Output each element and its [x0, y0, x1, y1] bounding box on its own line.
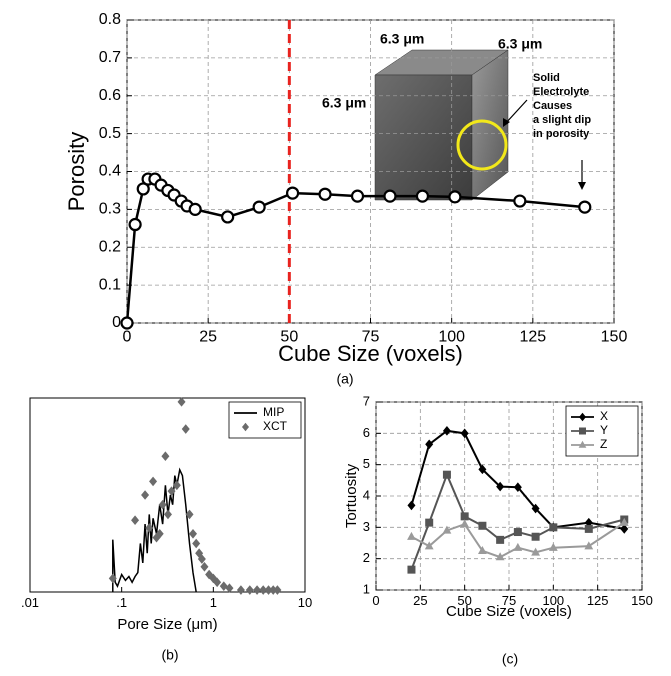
marker — [585, 525, 593, 533]
marker — [407, 501, 415, 511]
legend-label: X — [600, 409, 608, 423]
marker — [460, 519, 469, 527]
marker — [141, 490, 149, 500]
marker — [461, 429, 469, 439]
x-tick-label: 25 — [413, 593, 427, 608]
marker — [237, 585, 245, 595]
marker — [514, 196, 525, 207]
x-tick-label: 150 — [631, 593, 653, 608]
y-tick-label: 1 — [363, 581, 370, 596]
marker — [273, 585, 281, 595]
marker — [189, 529, 197, 539]
marker — [443, 471, 451, 479]
annotation: Solid — [533, 72, 560, 84]
marker — [149, 477, 157, 487]
y-tick-label: 3 — [363, 519, 370, 534]
x-tick-label: 10 — [298, 595, 312, 610]
marker — [549, 523, 557, 531]
marker — [478, 522, 486, 530]
legend-label: MIP — [263, 405, 284, 419]
y-tick-label: 0.2 — [99, 238, 121, 255]
x-tick-label: 125 — [519, 329, 546, 346]
legend-label: Y — [600, 423, 608, 437]
marker — [425, 519, 433, 527]
x-axis-label: Cube Size (voxels) — [446, 603, 572, 620]
marker — [182, 424, 190, 434]
y-axis-label: Porosity — [64, 132, 89, 211]
y-tick-label: 0.3 — [99, 201, 121, 218]
y-tick-label: 0.5 — [99, 125, 121, 142]
marker — [130, 219, 141, 230]
annotation: 6.3 μm — [380, 31, 424, 47]
marker — [513, 543, 522, 551]
marker — [532, 533, 540, 541]
marker — [579, 428, 586, 435]
y-tick-label: 0.8 — [99, 11, 121, 28]
marker — [417, 191, 428, 202]
y-tick-label: 0.4 — [99, 163, 121, 180]
y-tick-label: 0 — [112, 314, 121, 331]
marker — [352, 191, 363, 202]
marker — [131, 515, 139, 525]
marker — [178, 397, 186, 407]
annotation: 6.3 μm — [498, 36, 542, 52]
marker — [161, 451, 169, 461]
x-tick-label: .01 — [21, 595, 39, 610]
marker — [254, 202, 265, 213]
caption: (a) — [336, 371, 353, 387]
marker — [246, 585, 254, 595]
figure: 025507510012515000.10.20.30.40.50.60.70.… — [0, 0, 671, 676]
marker — [496, 536, 504, 544]
marker — [225, 583, 233, 593]
x-axis-label: Pore Size (μm) — [117, 616, 217, 633]
series-line — [113, 470, 196, 592]
y-tick-label: 7 — [363, 393, 370, 408]
annotation: 6.3 μm — [322, 95, 366, 111]
y-tick-label: 0.1 — [99, 276, 121, 293]
marker — [192, 539, 200, 549]
x-tick-label: 125 — [587, 593, 609, 608]
y-axis-label: Tortuosity — [343, 463, 360, 528]
marker — [514, 528, 522, 536]
marker — [407, 532, 416, 540]
x-tick-label: 1 — [210, 595, 217, 610]
y-tick-label: 0.7 — [99, 49, 121, 66]
caption: (c) — [502, 651, 518, 667]
marker — [190, 204, 201, 215]
x-tick-label: 0 — [123, 329, 132, 346]
caption: (b) — [161, 647, 178, 663]
marker — [384, 191, 395, 202]
marker — [122, 318, 133, 329]
marker — [461, 512, 469, 520]
annotation: Electrolyte — [533, 86, 589, 98]
marker — [579, 202, 590, 213]
y-tick-label: 4 — [363, 487, 370, 502]
y-tick-label: 2 — [363, 550, 370, 565]
annotation: Causes — [533, 100, 572, 112]
marker — [407, 566, 415, 574]
marker — [164, 510, 172, 520]
x-tick-label: 0 — [372, 593, 379, 608]
marker — [449, 191, 460, 202]
annotation: a slight dip — [533, 114, 591, 126]
y-tick-label: 0.6 — [99, 87, 121, 104]
marker — [320, 189, 331, 200]
y-tick-label: 6 — [363, 425, 370, 440]
marker — [222, 211, 233, 222]
x-axis-label: Cube Size (voxels) — [278, 341, 463, 366]
y-tick-label: 5 — [363, 456, 370, 471]
marker — [220, 581, 228, 591]
x-tick-label: .1 — [116, 595, 127, 610]
annotation: in porosity — [533, 128, 590, 140]
x-tick-label: 25 — [199, 329, 217, 346]
legend-label: Z — [600, 437, 607, 451]
x-tick-label: 150 — [601, 329, 628, 346]
legend-label: XCT — [263, 419, 288, 433]
marker — [287, 188, 298, 199]
